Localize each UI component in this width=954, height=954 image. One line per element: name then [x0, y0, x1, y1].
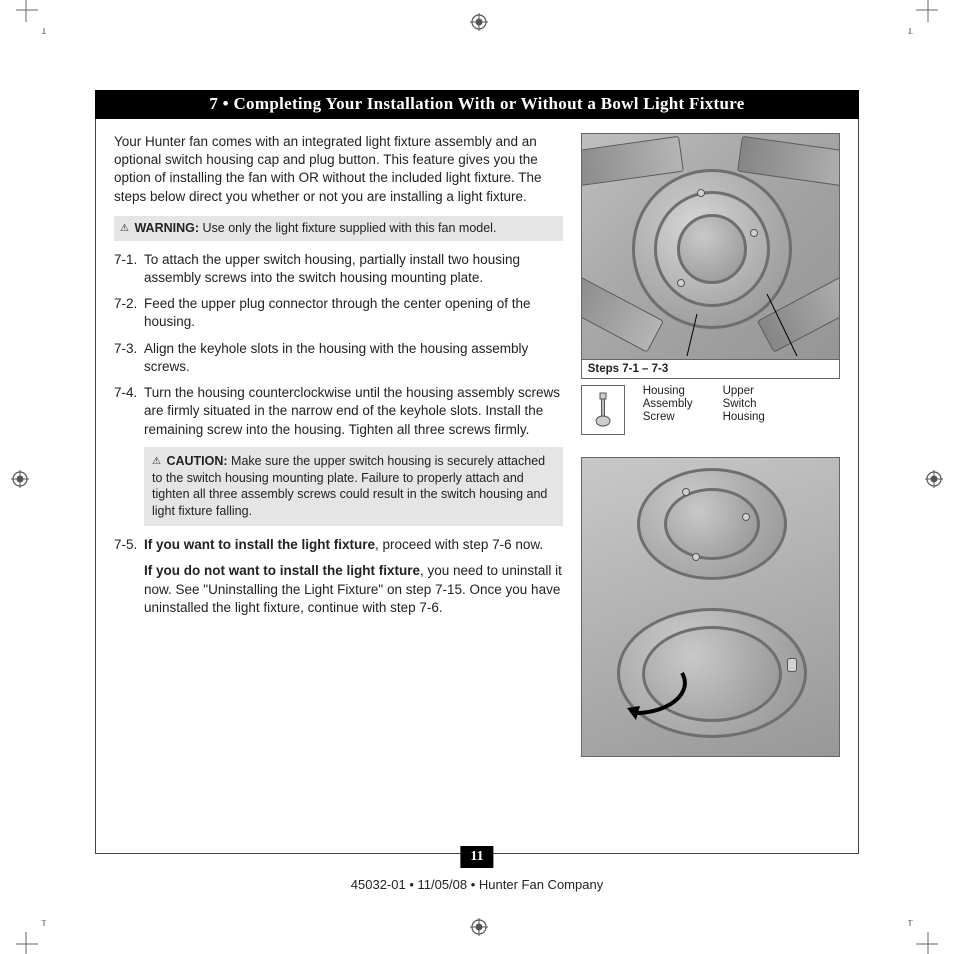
- step-7-1: 7-1. To attach the upper switch housing,…: [114, 251, 563, 287]
- step-7-2: 7-2. Feed the upper plug connector throu…: [114, 295, 563, 331]
- figure-1: Steps 7-1 – 7-3: [581, 133, 840, 379]
- caution-box: ⚠ CAUTION: Make sure the upper switch ho…: [144, 447, 563, 527]
- label-housing-screw: Housing Assembly Screw: [643, 385, 693, 435]
- warning-label: WARNING:: [134, 221, 199, 235]
- step-7-5-alt: If you do not want to install the light …: [144, 562, 563, 617]
- crop-mark-br: [908, 920, 938, 954]
- step-7-5-bold1: If you want to install the light fixture: [144, 537, 375, 552]
- crop-mark-bl: [16, 920, 46, 954]
- figure-1-image: [582, 134, 839, 359]
- crop-mark-tr: [908, 0, 938, 34]
- caution-label: CAUTION:: [166, 454, 227, 468]
- page-container: 7 • Completing Your Installation With or…: [95, 90, 859, 855]
- registration-mark-top: [470, 13, 488, 36]
- warning-box: ⚠ WARNING: Use only the light fixture su…: [114, 216, 563, 241]
- step-7-5: 7-5. If you want to install the light fi…: [114, 536, 563, 554]
- section-header: 7 • Completing Your Installation With or…: [95, 90, 859, 119]
- text-column: Your Hunter fan comes with an integrated…: [114, 133, 563, 763]
- caution-icon: ⚠: [152, 456, 161, 467]
- figure-2-image: [582, 458, 839, 756]
- content-area: Your Hunter fan comes with an integrated…: [95, 119, 859, 854]
- figure-column: Steps 7-1 – 7-3 Housing Assembly Screw U…: [581, 133, 840, 763]
- screw-icon: [581, 385, 625, 435]
- step-7-4: 7-4. Turn the housing counterclockwise u…: [114, 384, 563, 439]
- registration-mark-left: [11, 470, 29, 493]
- footer-text: 45032-01 • 11/05/08 • Hunter Fan Company: [0, 877, 954, 892]
- figure-1-caption: Steps 7-1 – 7-3: [582, 359, 839, 378]
- intro-paragraph: Your Hunter fan comes with an integrated…: [114, 133, 563, 206]
- warning-text: Use only the light fixture supplied with…: [203, 221, 497, 235]
- registration-mark-right: [925, 470, 943, 493]
- registration-mark-bottom: [470, 918, 488, 941]
- crop-mark-tl: [16, 0, 46, 34]
- page-number: 11: [460, 846, 493, 868]
- label-upper-switch: Upper Switch Housing: [723, 385, 765, 435]
- warning-icon: ⚠: [120, 223, 129, 234]
- figure-2: [581, 457, 840, 757]
- step-7-3: 7-3. Align the keyhole slots in the hous…: [114, 340, 563, 376]
- figure-1-labels: Housing Assembly Screw Upper Switch Hous…: [581, 385, 840, 435]
